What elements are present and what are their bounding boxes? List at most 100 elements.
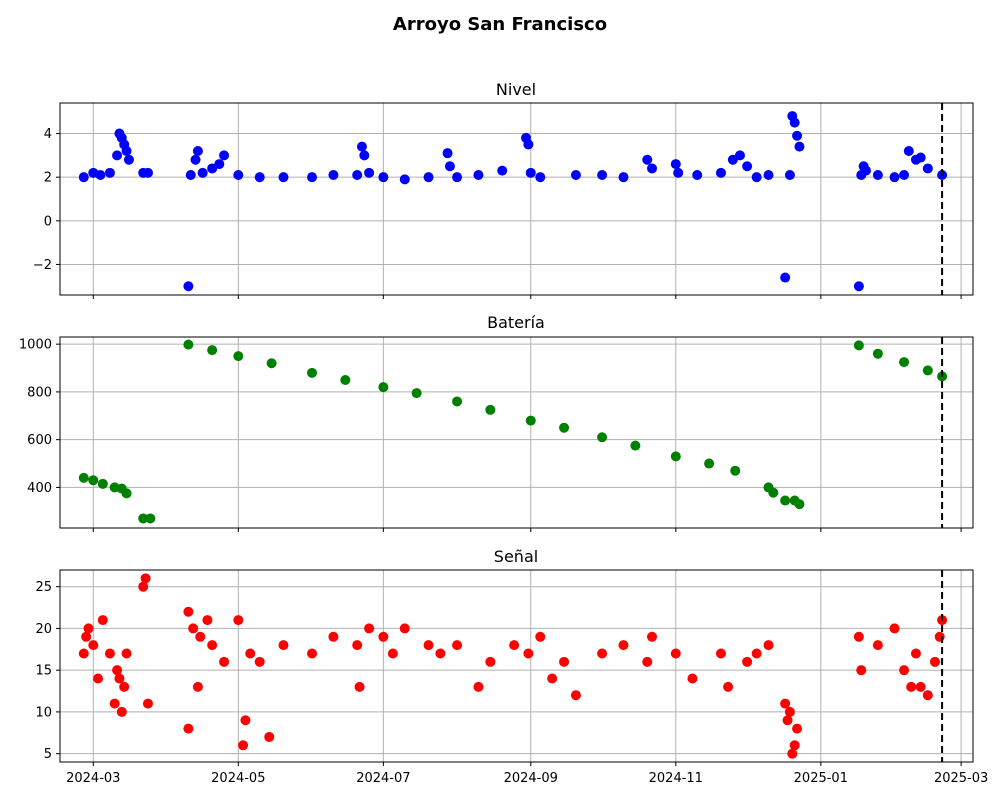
data-point	[378, 172, 389, 183]
data-point	[183, 339, 194, 350]
data-point	[78, 648, 89, 659]
data-point	[784, 170, 795, 180]
axes-frame	[59, 336, 974, 529]
data-point	[88, 475, 99, 486]
data-point	[78, 472, 89, 483]
data-point	[207, 640, 218, 651]
data-point	[922, 690, 933, 701]
x-tick-label: 2024-11	[649, 771, 703, 786]
x-tick-label: 2024-09	[504, 771, 558, 786]
data-point	[559, 422, 570, 433]
data-point	[88, 640, 99, 651]
data-point	[364, 623, 375, 634]
data-point	[670, 451, 681, 462]
data-point	[559, 656, 570, 667]
y-tick-label: 15	[35, 664, 52, 679]
data-point	[509, 640, 520, 651]
data-point	[423, 640, 434, 651]
data-point	[452, 396, 463, 407]
data-point	[183, 606, 194, 617]
data-point	[922, 163, 933, 174]
data-point	[525, 167, 536, 178]
data-point	[387, 648, 398, 659]
data-point	[278, 640, 289, 651]
data-point	[121, 488, 132, 499]
data-point	[423, 172, 434, 183]
data-point	[853, 281, 864, 292]
data-point	[906, 681, 917, 692]
data-point	[254, 656, 265, 667]
y-tick-label: 0	[44, 214, 52, 229]
data-point	[929, 656, 940, 667]
data-point	[202, 615, 213, 626]
nivel-title: Nivel	[496, 80, 536, 99]
data-point	[195, 631, 206, 642]
y-tick-label: 800	[27, 385, 52, 400]
data-point	[207, 345, 218, 356]
data-point	[570, 170, 581, 180]
data-point	[872, 170, 883, 180]
data-point	[780, 272, 791, 283]
data-point	[670, 159, 681, 170]
data-point	[899, 357, 910, 368]
data-point	[364, 167, 375, 178]
data-point	[715, 648, 726, 659]
data-point	[497, 165, 508, 176]
data-point	[307, 367, 318, 378]
data-point	[670, 648, 681, 659]
data-point	[523, 139, 534, 150]
data-point	[618, 172, 629, 183]
data-point	[473, 170, 484, 180]
data-point	[768, 487, 779, 498]
data-point	[254, 172, 265, 183]
plot-area	[60, 337, 973, 528]
data-point	[109, 698, 120, 709]
data-point	[922, 365, 933, 376]
data-point	[525, 415, 536, 426]
data-point	[183, 281, 194, 292]
data-point	[485, 404, 496, 415]
y-tick-label: 1000	[19, 338, 52, 353]
y-tick-label: 25	[35, 580, 52, 595]
data-point	[219, 150, 230, 161]
data-point	[112, 150, 123, 161]
data-point	[473, 681, 484, 692]
x-tick-label: 2025-03	[934, 771, 988, 786]
data-point	[792, 130, 803, 141]
data-point	[359, 150, 370, 161]
data-point	[78, 172, 89, 183]
data-point	[142, 167, 153, 178]
data-point	[233, 615, 244, 626]
data-point	[142, 698, 153, 709]
data-point	[138, 513, 149, 524]
data-point	[83, 623, 94, 634]
data-point	[856, 665, 867, 676]
data-point	[266, 358, 277, 369]
plot-area	[60, 103, 973, 295]
data-point	[399, 174, 410, 185]
data-point	[915, 152, 926, 163]
data-point	[352, 170, 363, 180]
data-point	[915, 681, 926, 692]
data-point	[81, 631, 92, 642]
bateria-panel: Batería 400 600 800 1000	[19, 313, 974, 532]
data-point	[435, 648, 446, 659]
data-point	[307, 172, 318, 183]
data-point	[742, 656, 753, 667]
data-point	[123, 154, 134, 165]
y-tick-label: 20	[35, 622, 52, 637]
data-point	[452, 172, 463, 183]
data-point	[378, 382, 389, 393]
data-point	[121, 146, 132, 156]
data-point	[238, 740, 249, 751]
data-point	[138, 581, 149, 592]
data-point	[192, 681, 203, 692]
data-point	[112, 665, 123, 676]
data-point	[104, 648, 115, 659]
data-point	[328, 631, 339, 642]
data-point	[763, 640, 774, 651]
data-point	[618, 640, 629, 651]
data-point	[523, 648, 534, 659]
y-tick-label: 4	[44, 127, 52, 142]
data-point	[214, 159, 225, 170]
